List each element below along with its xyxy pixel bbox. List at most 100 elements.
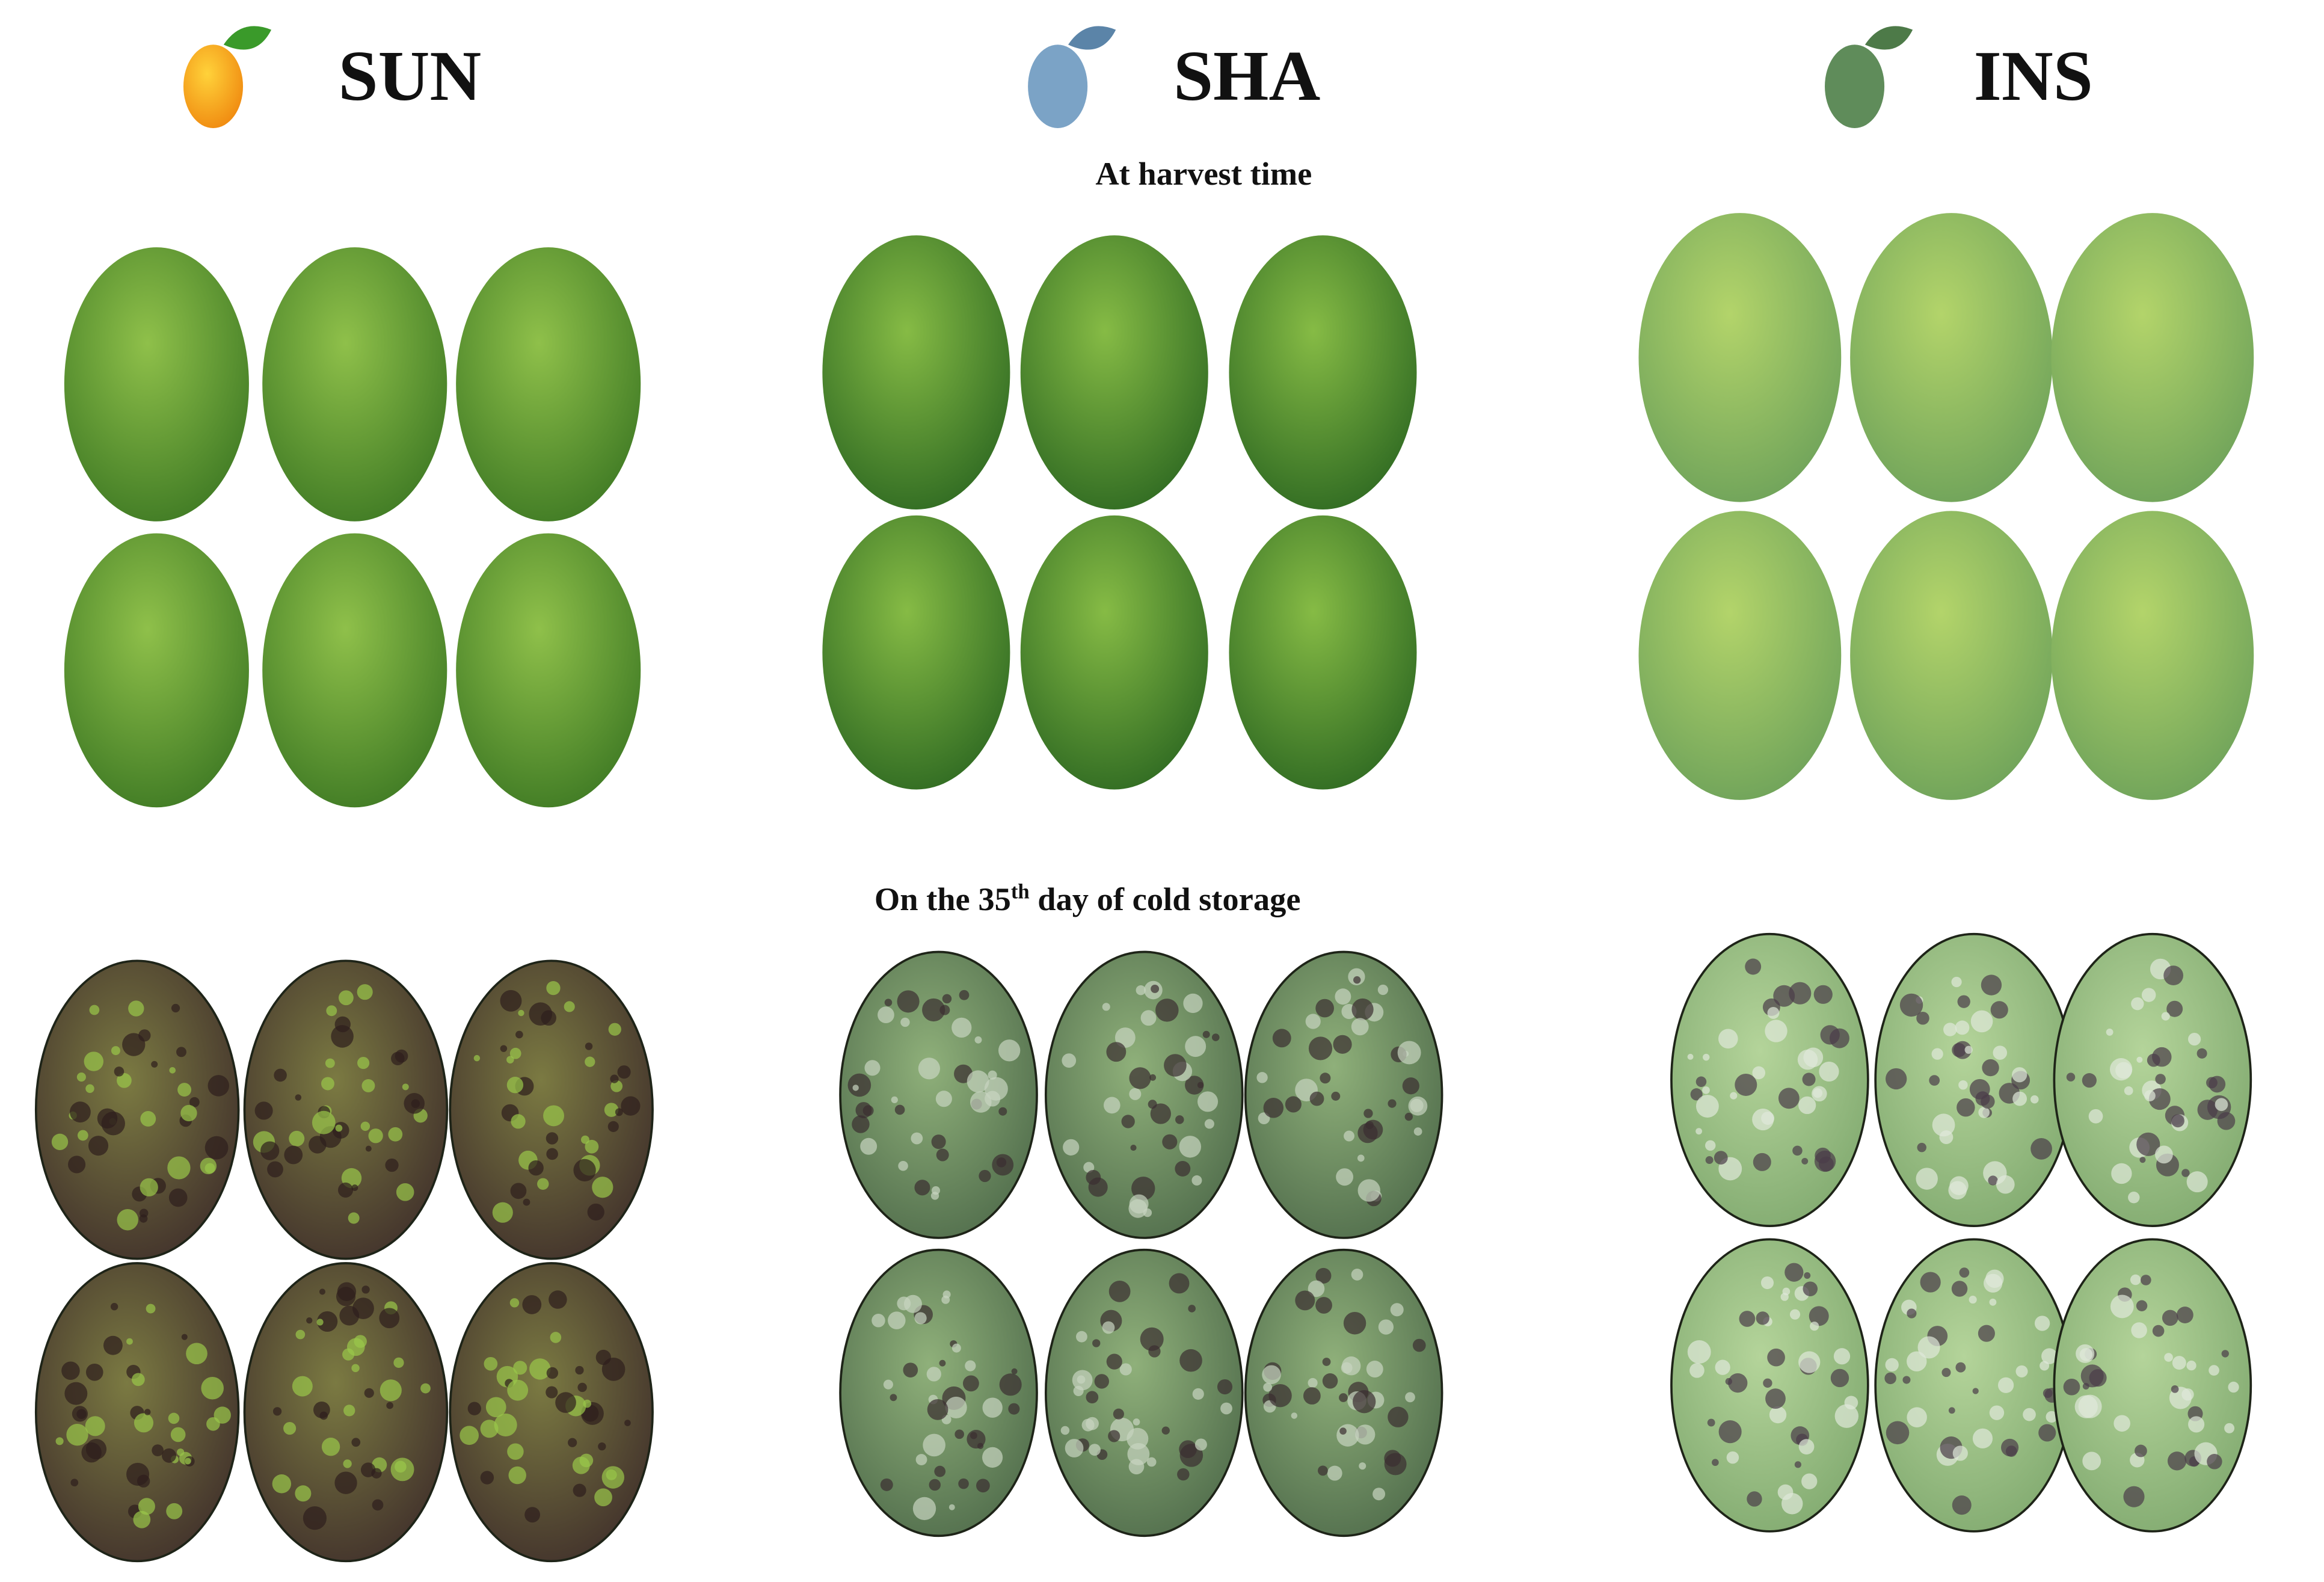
mango-spot: [2152, 1047, 2172, 1067]
mango-spot: [184, 1457, 191, 1465]
mango-spot: [1357, 1154, 1365, 1162]
mango-spot: [319, 1411, 328, 1420]
mango-spot: [2166, 1000, 2183, 1017]
mango-spot: [537, 1178, 549, 1190]
mango-spot: [1715, 1359, 1730, 1375]
mango-spot: [942, 1290, 951, 1299]
mango-spot: [360, 1121, 370, 1131]
mango-spot: [133, 1510, 151, 1528]
mango-spot: [69, 1101, 91, 1123]
mango-spot: [2130, 1274, 2141, 1285]
mango-spot: [580, 1402, 604, 1425]
mango-spot: [608, 1023, 621, 1036]
mango-spot: [951, 1343, 961, 1353]
mango: [1850, 213, 2053, 502]
mango-spot: [272, 1407, 282, 1416]
mango-spot: [1129, 1067, 1151, 1089]
mango-spot: [1765, 1388, 1786, 1409]
mango-spot: [1263, 1098, 1284, 1118]
mango-spot: [880, 1478, 893, 1491]
mango-spot: [1804, 1272, 1811, 1279]
mango-spot: [1798, 1096, 1816, 1115]
mango-spot: [891, 1096, 898, 1104]
mango-spot: [1996, 1175, 2015, 1194]
mango: [1244, 950, 1443, 1239]
mango-spot: [111, 1046, 120, 1056]
mango-spot: [546, 980, 561, 996]
mango-spot: [524, 1507, 541, 1523]
mango-spot: [1351, 998, 1374, 1021]
mango-spot: [942, 994, 952, 1004]
mango-spot: [564, 1001, 575, 1012]
mango-spot: [1373, 1488, 1386, 1501]
mango-spot: [1989, 1405, 2005, 1420]
mango-spot: [1907, 1308, 1917, 1319]
mango-spot: [935, 1091, 952, 1107]
mango-spot: [128, 1000, 144, 1017]
mango-spot: [390, 1457, 414, 1482]
mango-spot: [1151, 984, 1160, 993]
mango-spot: [1789, 1309, 1801, 1320]
mango-spot: [1735, 1073, 1757, 1096]
mango-spot: [1357, 1122, 1378, 1143]
mango-spot: [541, 1010, 556, 1026]
mango-spot: [2109, 1058, 2133, 1081]
mango-spot: [343, 1405, 355, 1417]
mango-spot: [254, 1101, 273, 1120]
mango-spot: [1102, 1321, 1115, 1334]
mango-spot: [1089, 1444, 1101, 1456]
mango-spot: [1798, 1351, 1821, 1373]
mango: [1850, 511, 2053, 800]
mango-spot: [484, 1356, 498, 1371]
mango: [2051, 213, 2254, 502]
mango: [262, 533, 447, 808]
mango-spot: [351, 1438, 361, 1447]
mango-spot: [575, 1365, 584, 1375]
mango-spot: [380, 1379, 402, 1402]
mango-spot: [974, 1036, 982, 1044]
mango-spot: [306, 1317, 313, 1324]
mango-spot: [1798, 1439, 1815, 1454]
mango-body: [64, 247, 249, 522]
mango-spot: [1957, 1098, 1975, 1117]
mango-spot: [1397, 1041, 1421, 1065]
mango-spot: [346, 1338, 365, 1356]
mango-spot: [2113, 1415, 2130, 1432]
mango-spot: [1183, 993, 1203, 1014]
mango-spot: [393, 1357, 404, 1368]
mango-spot: [1149, 1074, 1157, 1081]
mango-spot: [2082, 1073, 2097, 1088]
mango-spot: [1809, 1306, 1829, 1326]
mango-spot: [88, 1136, 109, 1156]
mango-spot: [1939, 1130, 1954, 1144]
mango-spot: [321, 1077, 334, 1091]
mango-spot: [338, 1182, 354, 1198]
mango-spot: [522, 1295, 542, 1314]
mango-spot: [1333, 1035, 1352, 1054]
mango-spot: [914, 1312, 927, 1325]
mango-body: [1850, 213, 2053, 502]
mango-spot: [898, 1160, 908, 1171]
mango-spot: [2076, 1344, 2095, 1363]
mango-spot: [1695, 1095, 1719, 1118]
mango-spot: [473, 1054, 481, 1062]
mango-body: [1850, 511, 2053, 800]
mango-spot: [338, 990, 354, 1006]
mango-spot: [1969, 1295, 1977, 1304]
mango: [822, 515, 1010, 790]
mango-spot: [1336, 1168, 1354, 1186]
mango-spot: [549, 1290, 567, 1309]
mango: [1874, 1238, 2073, 1533]
mango-spot: [1308, 1280, 1325, 1297]
mango-spot: [1322, 1373, 1338, 1389]
mango-spot: [884, 999, 893, 1006]
mango-spot: [208, 1075, 230, 1097]
mango-spot: [601, 1358, 626, 1381]
mango-spot: [81, 1442, 102, 1463]
mango-icon: [1825, 26, 1913, 128]
mango-spot: [1129, 1088, 1142, 1100]
mango-spot: [2106, 1028, 2113, 1036]
mango-spot: [1917, 1336, 1940, 1359]
mango-spot: [507, 1443, 524, 1460]
mango-spot: [360, 1462, 376, 1477]
